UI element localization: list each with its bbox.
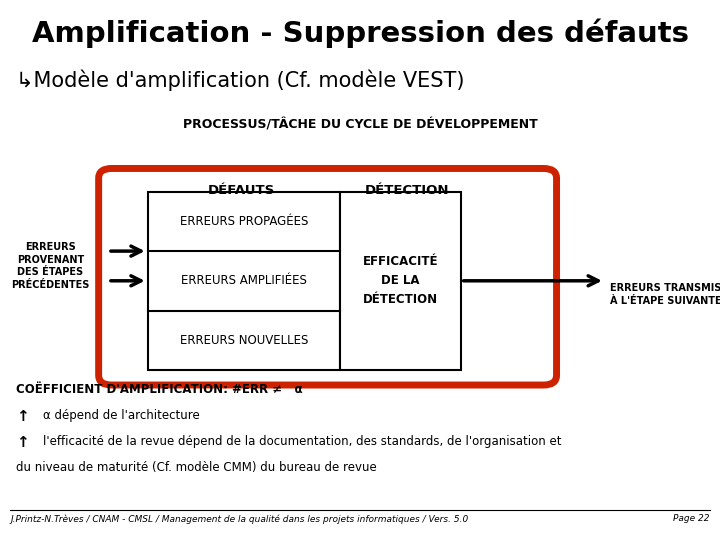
Text: EFFICACITÉ
DE LA
DÉTECTION: EFFICACITÉ DE LA DÉTECTION (363, 255, 438, 306)
Text: ERREURS NOUVELLES: ERREURS NOUVELLES (179, 334, 308, 347)
Text: ERREURS TRANSMISES
À L'ÉTAPE SUIVANTE: ERREURS TRANSMISES À L'ÉTAPE SUIVANTE (610, 283, 720, 306)
Text: Amplification - Suppression des défauts: Amplification - Suppression des défauts (32, 19, 688, 49)
Text: ERREURS AMPLIFIÉES: ERREURS AMPLIFIÉES (181, 274, 307, 287)
Text: l'efficacité de la revue dépend de la documentation, des standards, de l'organis: l'efficacité de la revue dépend de la do… (43, 435, 562, 448)
Text: ↳Modèle d'amplification (Cf. modèle VEST): ↳Modèle d'amplification (Cf. modèle VEST… (16, 69, 464, 91)
Text: du niveau de maturité (Cf. modèle CMM) du bureau de revue: du niveau de maturité (Cf. modèle CMM) d… (16, 461, 377, 474)
Text: α dépend de l'architecture: α dépend de l'architecture (43, 409, 200, 422)
Bar (340, 192, 461, 370)
Text: PROCESSUS/TÂCHE DU CYCLE DE DÉVELOPPEMENT: PROCESSUS/TÂCHE DU CYCLE DE DÉVELOPPEMEN… (183, 119, 537, 132)
Bar (148, 192, 340, 370)
Text: ↑: ↑ (16, 409, 29, 424)
Text: ERREURS PROPAGÉES: ERREURS PROPAGÉES (179, 215, 308, 228)
Text: ↑: ↑ (16, 435, 29, 450)
Text: DÉTECTION: DÉTECTION (364, 184, 449, 197)
Text: Page 22: Page 22 (673, 514, 710, 523)
FancyBboxPatch shape (99, 168, 557, 385)
Text: ERREURS
PROVENANT
DES ÉTAPES
PRÉCÉDENTES: ERREURS PROVENANT DES ÉTAPES PRÉCÉDENTES (12, 242, 89, 289)
Text: COËFFICIENT D'AMPLIFICATION: #ERR ≠   α: COËFFICIENT D'AMPLIFICATION: #ERR ≠ α (16, 383, 302, 396)
Text: DÉFAUTS: DÉFAUTS (207, 184, 275, 197)
Text: J.Printz-N.Trèves / CNAM - CMSL / Management de la qualité dans les projets info: J.Printz-N.Trèves / CNAM - CMSL / Manage… (10, 514, 468, 524)
